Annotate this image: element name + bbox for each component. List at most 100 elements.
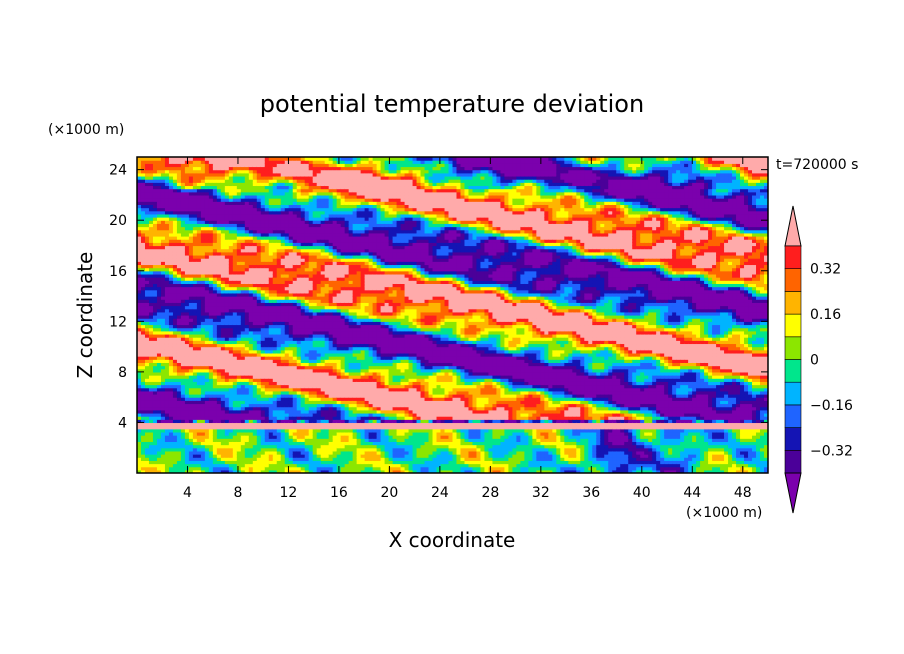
field-cell: [148, 409, 154, 414]
field-cell: [176, 321, 182, 326]
field-cell: [168, 340, 174, 345]
field-cell: [152, 333, 158, 338]
field-cell: [172, 371, 178, 376]
field-cell: [172, 441, 178, 446]
field-cell: [176, 179, 182, 183]
field-cell: [176, 333, 182, 338]
field-cell: [172, 406, 178, 411]
field-cell: [144, 166, 150, 171]
field-cell: [144, 270, 150, 275]
field-cell: [137, 409, 142, 414]
field-cell: [137, 311, 142, 316]
field-cell: [180, 368, 186, 373]
field-cell: [180, 330, 186, 335]
field-cell: [148, 359, 154, 363]
field-cell: [172, 289, 178, 294]
field-cell: [156, 204, 162, 209]
field-cell: [148, 425, 154, 430]
field-cell: [140, 169, 146, 174]
field-cell: [140, 308, 146, 313]
field-cell: [148, 435, 154, 439]
field-cell: [168, 397, 174, 401]
field-cell: [164, 248, 170, 253]
field-cell: [168, 299, 174, 303]
field-cell: [172, 454, 178, 458]
field-cell: [152, 258, 158, 262]
field-cell: [137, 431, 142, 436]
field-cell: [140, 406, 146, 411]
field-cell: [172, 431, 178, 436]
field-cell: [137, 362, 142, 367]
field-cell: [152, 179, 158, 183]
field-cell: [152, 400, 158, 405]
field-cell: [176, 375, 182, 379]
field-cell: [160, 236, 166, 240]
field-cell: [148, 242, 154, 247]
field-cell: [180, 267, 186, 272]
field-cell: [180, 305, 186, 310]
field-cell: [140, 273, 146, 278]
field-cell: [144, 169, 150, 174]
field-cell: [152, 201, 158, 205]
field-cell: [156, 330, 162, 335]
field-cell: [140, 381, 146, 386]
field-cell: [164, 220, 170, 224]
field-cell: [152, 390, 158, 395]
field-cell: [180, 412, 186, 417]
field-cell: [144, 425, 150, 430]
field-cell: [156, 160, 162, 164]
field-cell: [152, 163, 158, 168]
field-cell: [172, 308, 178, 313]
field-cell: [168, 163, 174, 168]
field-cell: [148, 454, 154, 458]
field-cell: [164, 409, 170, 414]
field-cell: [156, 365, 162, 370]
field-cell: [160, 273, 166, 278]
field-cell: [137, 416, 142, 420]
field-cell: [140, 321, 146, 326]
field-cell: [156, 327, 162, 332]
field-cell: [168, 188, 174, 193]
field-cell: [144, 441, 150, 446]
field-cell: [160, 321, 166, 326]
field-cell: [144, 239, 150, 243]
field-cell: [144, 422, 150, 427]
field-cell: [180, 229, 186, 234]
field-cell: [164, 352, 170, 357]
field-cell: [144, 365, 150, 370]
field-cell: [156, 277, 162, 281]
field-cell: [160, 400, 166, 405]
field-cell: [152, 318, 158, 322]
field-cell: [168, 330, 174, 335]
field-cell: [172, 160, 178, 164]
field-cell: [140, 191, 146, 196]
field-cell: [148, 362, 154, 367]
field-cell: [137, 204, 142, 209]
field-cell: [144, 384, 150, 389]
field-cell: [137, 166, 142, 171]
field-cell: [156, 321, 162, 326]
field-cell: [140, 258, 146, 262]
field-cell: [144, 349, 150, 354]
field-cell: [140, 384, 146, 389]
field-cell: [156, 248, 162, 253]
field-cell: [156, 213, 162, 218]
field-cell: [144, 416, 150, 420]
field-cell: [152, 229, 158, 234]
field-cell: [172, 220, 178, 224]
field-cell: [168, 166, 174, 171]
field-cell: [156, 232, 162, 237]
field-cell: [168, 333, 174, 338]
field-cell: [168, 416, 174, 420]
field-cell: [164, 236, 170, 240]
field-cell: [137, 286, 142, 291]
field-cell: [160, 318, 166, 322]
field-cell: [137, 378, 142, 382]
field-cell: [156, 362, 162, 367]
field-cell: [160, 469, 166, 473]
field-cell: [168, 438, 174, 442]
field-cell: [137, 333, 142, 338]
field-cell: [137, 435, 142, 439]
field-cell: [160, 352, 166, 357]
field-cell: [160, 251, 166, 256]
